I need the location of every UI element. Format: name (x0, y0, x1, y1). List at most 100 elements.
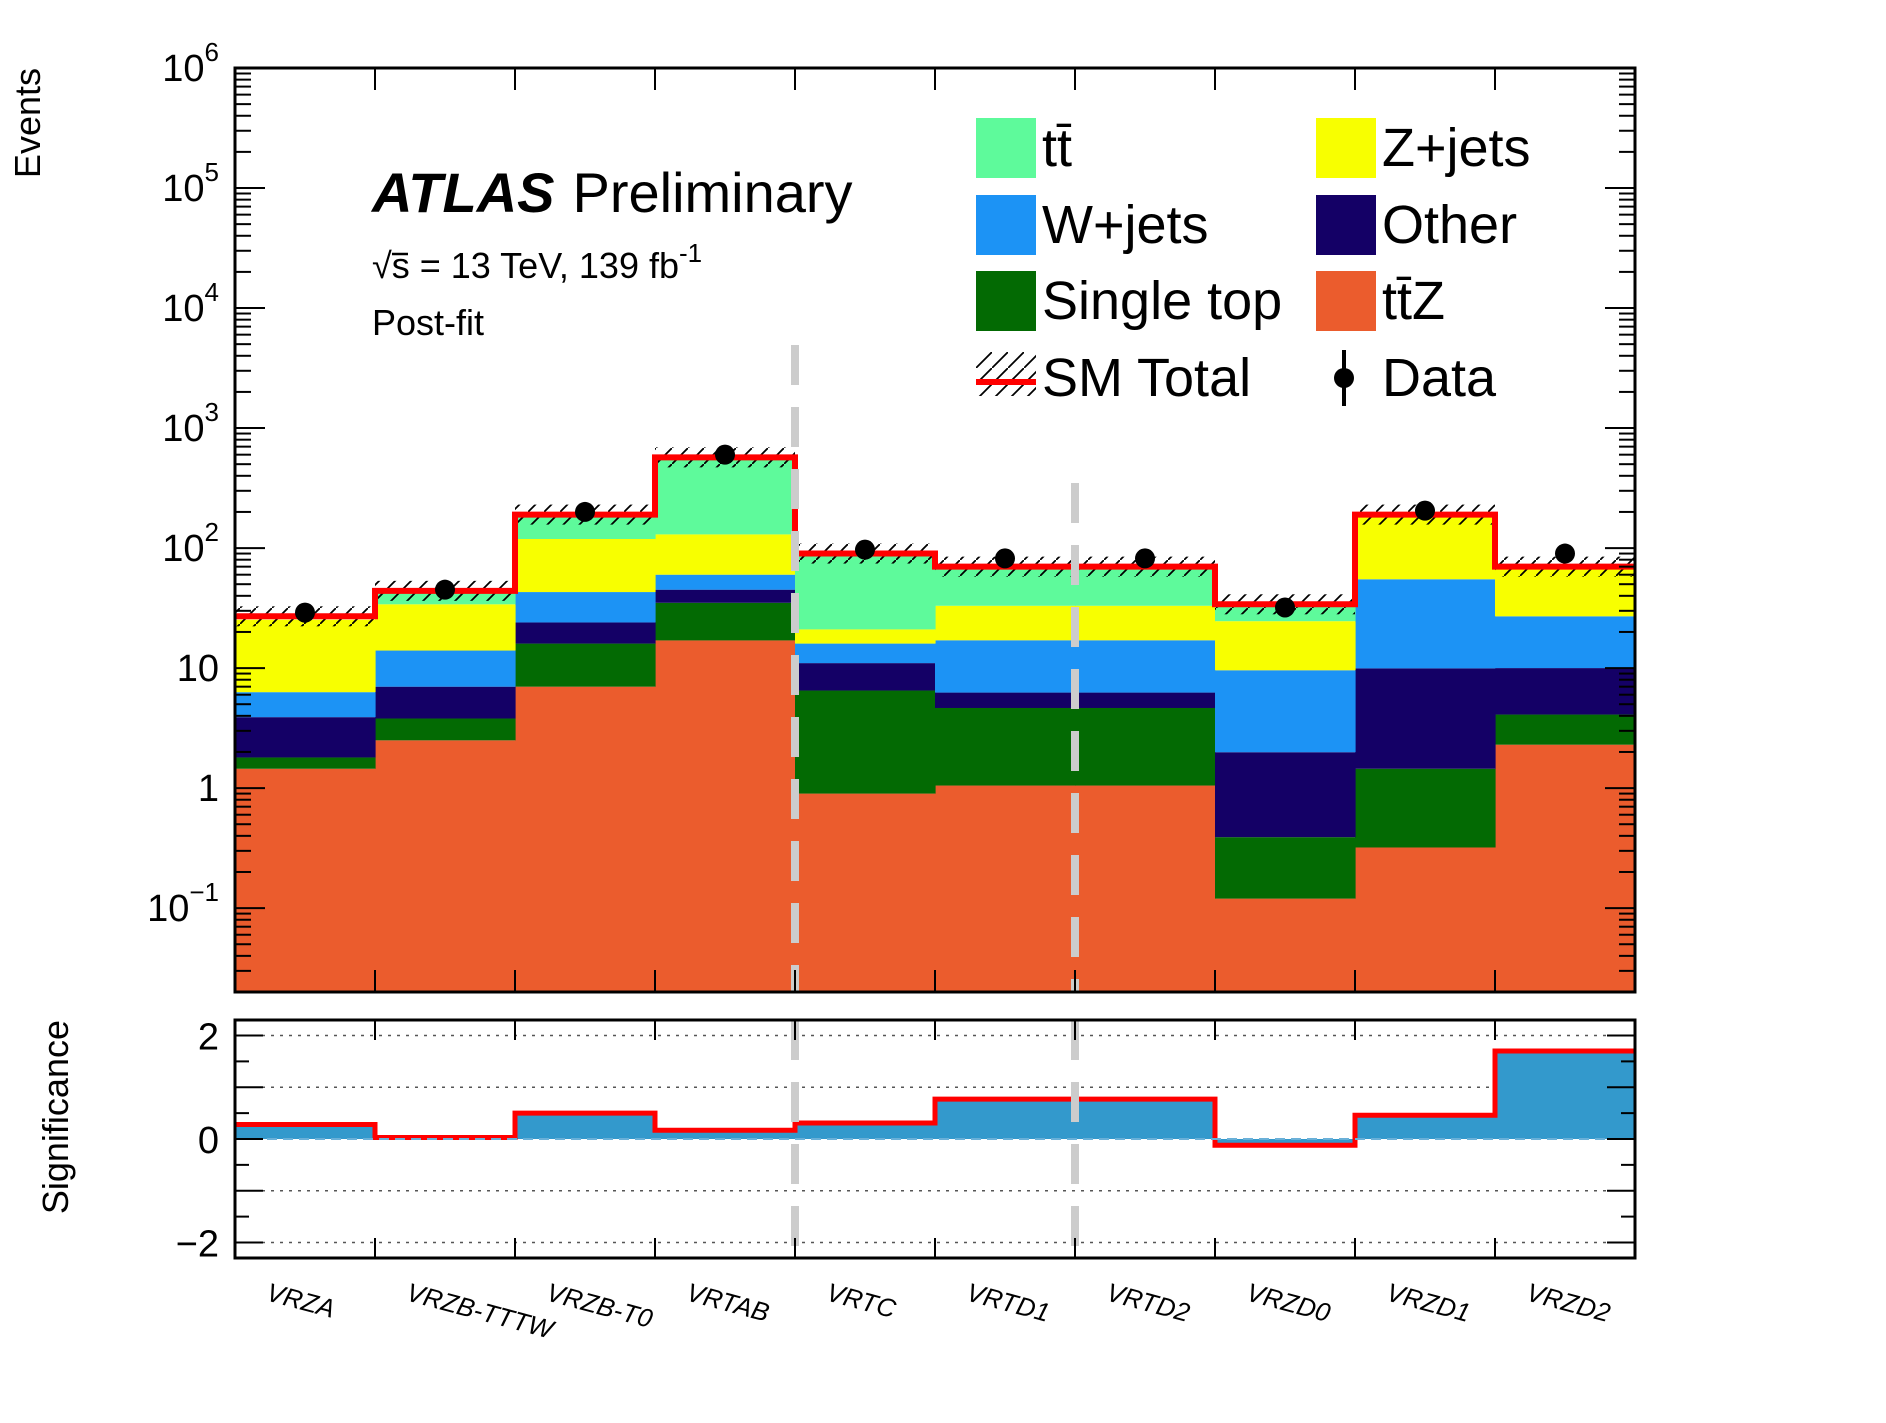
legend-item-singletop: Single top (976, 271, 1282, 331)
bar-vrza-series-3 (235, 692, 376, 718)
y-tick-label: 105 (162, 157, 219, 210)
legend-label: SM Total (1042, 348, 1251, 408)
bar-vrzd2-series-2 (1495, 668, 1636, 715)
significance-bar-vrzb-t0 (515, 1113, 656, 1139)
bar-vrtab-series-0 (655, 640, 796, 992)
bar-vrzb-tttw-series-1 (375, 718, 516, 741)
bar-vrtab-series-4 (655, 534, 796, 575)
ratio-y-tick-label: 0 (198, 1120, 219, 1162)
bar-vrzd0-series-0 (1215, 898, 1356, 992)
energy-label: √s = 13 TeV, 139 fb-1 (372, 238, 702, 286)
legend-label: tt̄Z (1382, 271, 1445, 331)
bar-vrzd0-series-1 (1215, 837, 1356, 899)
bar-vrtab-series-1 (655, 602, 796, 641)
bar-vrtd1-series-1 (935, 707, 1076, 786)
atlas-experiment: ATLAS (370, 161, 555, 224)
bar-vrzb-tttw-series-0 (375, 740, 516, 992)
y-tick-label: 102 (162, 517, 219, 570)
bar-vrtc-series-0 (795, 793, 936, 992)
bar-vrtd1-series-0 (935, 785, 1076, 992)
fit-label: Post-fit (372, 302, 484, 343)
bar-vrtd1-series-3 (935, 640, 1076, 693)
bar-vrtd2-series-2 (1075, 692, 1216, 708)
bar-vrtc-series-5 (795, 553, 936, 630)
legend-label: tt̄ (1042, 118, 1072, 178)
category-label-vrtc: VRTC (823, 1277, 899, 1324)
bar-vrtc-series-3 (795, 643, 936, 664)
category-label-vrtd2: VRTD2 (1103, 1277, 1193, 1328)
legend-item-zjets: Z+jets (1316, 118, 1531, 178)
atlas-status: Preliminary (573, 161, 853, 224)
y-tick-label: 1 (198, 768, 219, 810)
legend-swatch (1316, 271, 1376, 331)
bar-vrza-series-2 (235, 717, 376, 758)
bar-vrzb-t0-series-1 (515, 643, 656, 687)
legend-item-ttbar: tt̄ (976, 118, 1072, 178)
bar-vrzd0-series-4 (1215, 621, 1356, 671)
bar-vrtab-series-2 (655, 589, 796, 603)
significance-bar-vrza (235, 1124, 376, 1139)
significance-bar-vrtc (795, 1122, 936, 1139)
data-point-vrzd0 (1275, 597, 1295, 618)
bar-vrzb-tttw-series-3 (375, 650, 516, 687)
category-label-vrzb-tttw: VRZB-TTTW (403, 1277, 558, 1345)
data-point-vrtd2 (1135, 548, 1155, 569)
bar-vrtd1-series-4 (935, 605, 1076, 641)
bar-vrzb-tttw-series-2 (375, 686, 516, 719)
bar-vrzd1-series-4 (1355, 517, 1496, 580)
significance-bar-vrtab (655, 1130, 796, 1139)
atlas-label: ATLAS Preliminary (370, 161, 853, 224)
significance-line (235, 1048, 1635, 1148)
lumi-exponent: -1 (679, 238, 702, 268)
data-point-vrzb-t0 (575, 501, 595, 522)
legend-label: Data (1382, 348, 1497, 408)
ratio-axis-ticks (235, 1020, 1635, 1258)
significance-bar-vrzd1 (1355, 1115, 1496, 1139)
legend-label: Other (1382, 195, 1517, 255)
data-point-vrzb-tttw (435, 579, 455, 600)
category-label-vrzb-t0: VRZB-T0 (543, 1277, 656, 1334)
bar-vrzb-t0-series-3 (515, 592, 656, 623)
legend-label: W+jets (1042, 195, 1209, 255)
y-tick-label: 106 (162, 37, 219, 90)
bar-vrtc-series-4 (795, 629, 936, 644)
bar-vrzd1-series-0 (1355, 847, 1496, 992)
bar-vrtd2-series-3 (1075, 640, 1216, 693)
main-y-axis-title: Events (7, 68, 48, 178)
category-label-vrzd2: VRZD2 (1523, 1277, 1614, 1328)
bar-vrtc-series-2 (795, 663, 936, 691)
legend-swatch (976, 118, 1036, 178)
data-point-vrtd1 (995, 548, 1015, 569)
sm-total-line (235, 454, 1635, 620)
bar-vrzb-tttw-series-4 (375, 604, 516, 651)
legend-swatch (976, 195, 1036, 255)
bar-vrzb-t0-series-0 (515, 686, 656, 992)
legend-item-other: Other (1316, 195, 1517, 255)
bar-vrzd1-series-2 (1355, 668, 1496, 769)
category-label-vrzd0: VRZD0 (1243, 1277, 1334, 1328)
data-point-vrzd2 (1555, 543, 1575, 564)
legend-label: Single top (1042, 271, 1282, 331)
stacked-bars (235, 457, 1636, 992)
bar-vrza-series-4 (235, 619, 376, 693)
legend-marker (1334, 368, 1354, 388)
significance-bar-vrzd2 (1495, 1051, 1636, 1139)
bar-vrtd2-series-1 (1075, 707, 1216, 786)
ratio-y-axis-title: Significance (35, 1020, 76, 1214)
data-point-vrtc (855, 539, 875, 560)
legend-item-smtotal: SM Total (976, 348, 1251, 408)
ratio-y-tick-label: 2 (198, 1017, 219, 1059)
category-label-vrza: VRZA (263, 1277, 338, 1324)
legend-swatch (1316, 195, 1376, 255)
bar-vrtd2-series-4 (1075, 605, 1216, 641)
bar-vrtd2-series-0 (1075, 785, 1216, 992)
legend-item-data: Data (1334, 348, 1497, 408)
bar-vrzb-t0-series-4 (515, 538, 656, 593)
ratio-y-tick-labels: −2 0 2 (176, 1017, 219, 1266)
bar-vrzd2-series-0 (1495, 744, 1636, 992)
